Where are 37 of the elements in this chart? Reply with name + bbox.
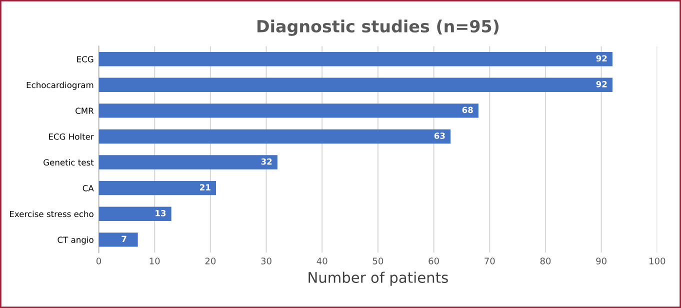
- x-axis-title: Number of patients: [308, 272, 448, 286]
- x-tick-label: 0: [96, 258, 102, 264]
- bar: [98, 52, 612, 66]
- x-tick-label: 100: [650, 258, 666, 264]
- x-tick-label: 80: [540, 258, 551, 264]
- data-label: 68: [462, 106, 473, 114]
- chart-title: Diagnostic studies (n=95): [257, 20, 499, 36]
- y-tick-label: Exercise stress echo: [10, 210, 94, 218]
- y-tick-label: ECG Holter: [49, 133, 94, 140]
- x-tick-label: 60: [428, 258, 439, 264]
- data-label: 92: [596, 81, 607, 88]
- data-label: 63: [434, 132, 445, 139]
- bar: [98, 180, 216, 196]
- x-tick-label: 20: [205, 258, 216, 264]
- bar: [98, 78, 612, 92]
- y-tick-label: Genetic test: [44, 159, 94, 166]
- data-label: 32: [261, 158, 272, 165]
- y-tick-label: CT angio: [58, 236, 94, 245]
- y-tick-label: ECG: [77, 56, 94, 62]
- x-tick-label: 50: [372, 258, 384, 264]
- data-label: 21: [200, 184, 210, 190]
- y-tick-label: CMR: [76, 108, 94, 114]
- bar: [98, 155, 278, 170]
- bar: [98, 206, 172, 221]
- x-tick-label: 30: [261, 258, 272, 264]
- x-tick-label: 40: [316, 258, 328, 264]
- bar: [98, 104, 478, 118]
- x-tick-label: 70: [484, 258, 495, 264]
- data-label: 13: [156, 210, 166, 216]
- y-tick-label: CA: [82, 185, 94, 192]
- data-label: 92: [596, 55, 607, 62]
- y-tick-label: Echocardiogram: [26, 82, 94, 90]
- data-label: 7: [122, 236, 126, 242]
- x-tick-label: 10: [150, 258, 160, 264]
- x-tick-label: 90: [596, 258, 606, 264]
- bar: [98, 232, 138, 247]
- bar: [98, 129, 451, 144]
